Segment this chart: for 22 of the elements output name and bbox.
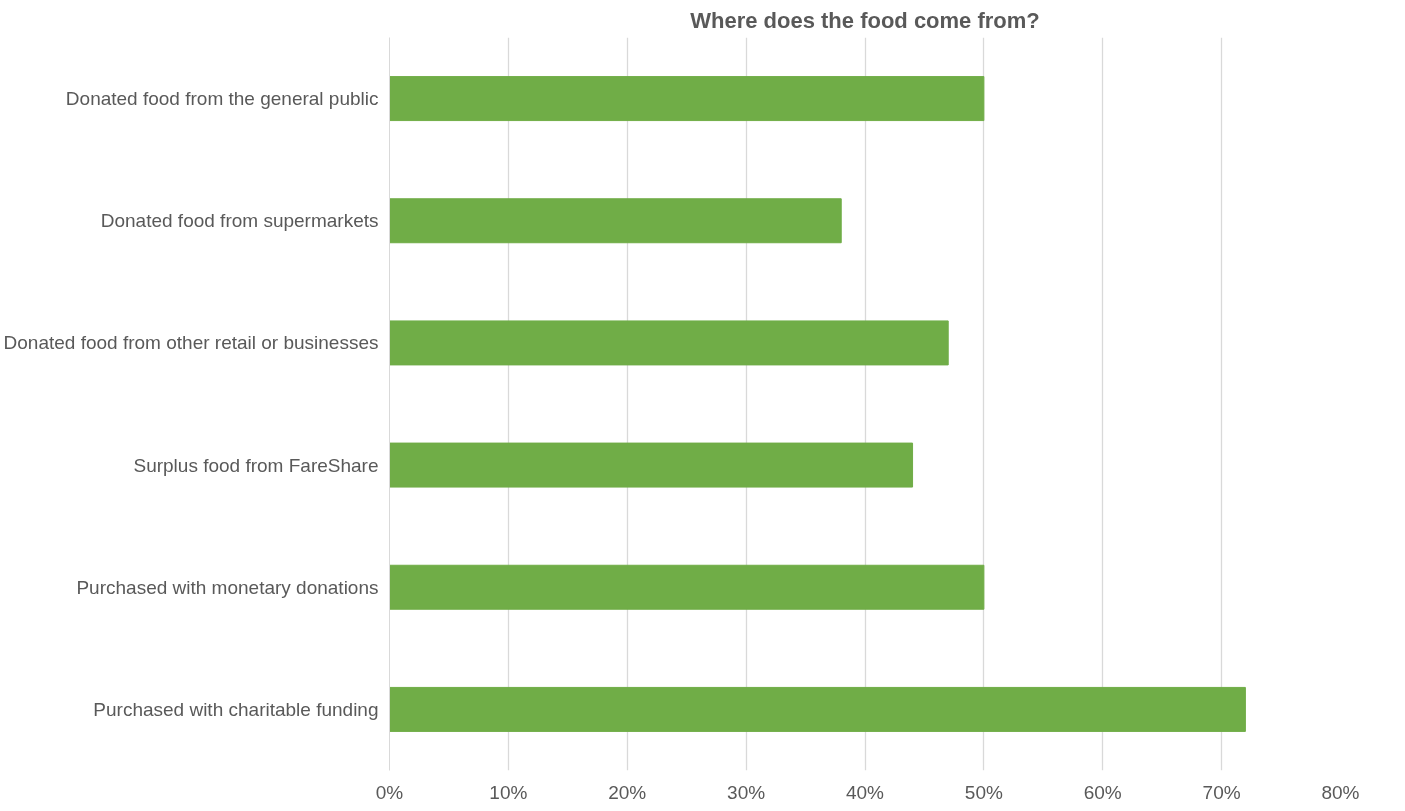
y-tick-label: Surplus food from FareShare [133,454,379,476]
y-tick-label: Purchased with charitable funding [93,698,379,720]
y-tick-label: Donated food from the general public [65,88,379,110]
y-tick-label: Purchased with monetary donations [76,576,379,598]
bar [389,564,985,610]
x-tick-label: 60% [1083,781,1122,803]
x-tick-label: 80% [1321,781,1360,803]
bar [389,442,914,488]
bar [389,76,985,122]
bar [389,686,1246,732]
x-tick-label: 10% [489,781,528,803]
bar [389,198,842,244]
y-tick-label: Donated food from supermarkets [100,210,379,232]
y-tick-label: Donated food from other retail or businesses [3,332,379,354]
chart-title: Where does the food come from? [690,7,1040,33]
x-tick-label: 70% [1202,781,1241,803]
x-tick-label: 30% [727,781,766,803]
x-tick-label: 40% [845,781,885,803]
x-tick-label: 20% [608,781,647,803]
x-tick-label: 50% [964,781,1003,803]
x-tick-label: 0% [375,781,404,803]
bar [389,320,949,366]
